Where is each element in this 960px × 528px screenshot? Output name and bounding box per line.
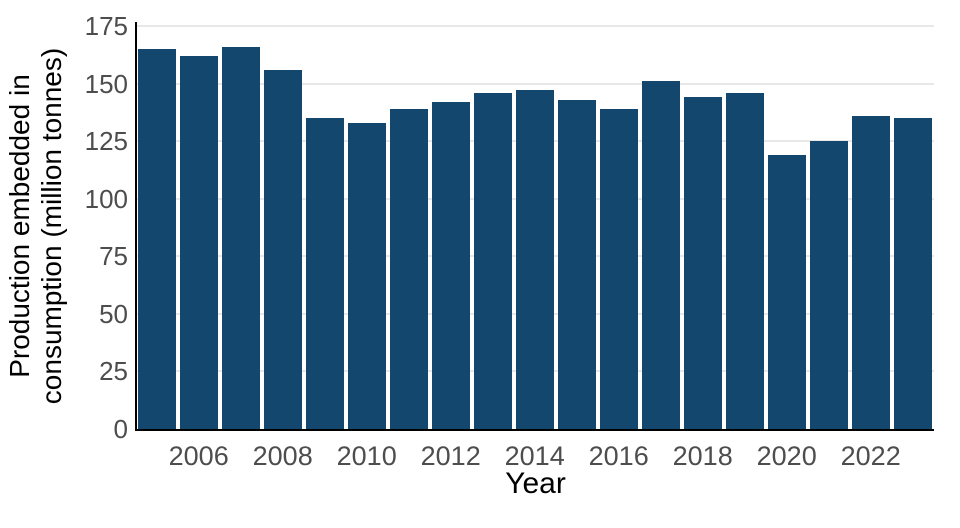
x-tick-label-2020: 2020 <box>756 441 817 471</box>
x-tick-label-2016: 2016 <box>588 441 649 471</box>
y-tick-label-75: 75 <box>99 241 128 272</box>
bar-2022 <box>851 116 890 429</box>
x-axis-line <box>135 429 934 431</box>
y-tick-label-150: 150 <box>84 68 128 99</box>
bar-2009 <box>305 118 344 429</box>
bar-2010 <box>347 123 386 429</box>
x-tick-label-2006: 2006 <box>168 441 229 471</box>
bar-2019 <box>725 93 764 429</box>
bar-2015 <box>557 100 596 429</box>
x-axis-title: Year <box>505 467 566 500</box>
y-tick-label-100: 100 <box>84 183 128 214</box>
bar-2020 <box>767 155 806 429</box>
x-tick-label-2022: 2022 <box>840 441 901 471</box>
gridline-y-150 <box>137 82 934 85</box>
x-tick-label-2018: 2018 <box>672 441 733 471</box>
y-tick-label-25: 25 <box>99 356 128 387</box>
x-tick-label-2008: 2008 <box>252 441 313 471</box>
bar-2014 <box>515 90 554 429</box>
bar-2013 <box>473 93 512 429</box>
x-tick-label-2010: 2010 <box>336 441 397 471</box>
y-tick-label-50: 50 <box>99 298 128 329</box>
bar-2023 <box>893 118 932 429</box>
bar-2008 <box>263 70 302 429</box>
bar-2011 <box>389 109 428 429</box>
gridline-y-175 <box>137 25 934 27</box>
bar-2007 <box>221 47 260 429</box>
y-tick-label-0: 0 <box>113 414 128 444</box>
x-tick-label-2012: 2012 <box>420 441 481 471</box>
bar-2016 <box>599 109 638 429</box>
x-tick-label-2014: 2014 <box>504 441 565 471</box>
bar-2006 <box>179 56 218 429</box>
bar-2021 <box>809 141 848 429</box>
bar-2017 <box>641 81 680 429</box>
bar-2018 <box>683 97 722 429</box>
y-tick-label-125: 125 <box>84 126 128 157</box>
bar-2012 <box>431 102 470 429</box>
bar-2005 <box>137 49 176 429</box>
y-axis-line <box>135 22 137 431</box>
plot-area <box>137 22 934 429</box>
y-tick-label-175: 175 <box>84 11 128 41</box>
